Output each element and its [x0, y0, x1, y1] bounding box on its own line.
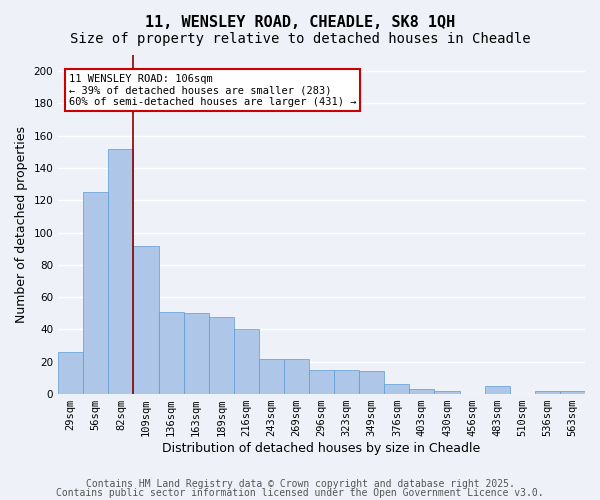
Bar [133, 246, 158, 394]
Bar [234, 330, 259, 394]
Bar [485, 386, 510, 394]
Bar [83, 192, 109, 394]
Bar [109, 148, 133, 394]
Bar [184, 314, 209, 394]
Bar [334, 370, 359, 394]
Bar [434, 391, 460, 394]
Bar [209, 316, 234, 394]
Bar [409, 389, 434, 394]
Bar [58, 352, 83, 394]
Text: 11 WENSLEY ROAD: 106sqm
← 39% of detached houses are smaller (283)
60% of semi-d: 11 WENSLEY ROAD: 106sqm ← 39% of detache… [69, 74, 356, 107]
Bar [385, 384, 409, 394]
Text: Size of property relative to detached houses in Cheadle: Size of property relative to detached ho… [70, 32, 530, 46]
Bar [359, 372, 385, 394]
Bar [158, 312, 184, 394]
Y-axis label: Number of detached properties: Number of detached properties [15, 126, 28, 323]
X-axis label: Distribution of detached houses by size in Cheadle: Distribution of detached houses by size … [163, 442, 481, 455]
Bar [284, 358, 309, 394]
Text: Contains public sector information licensed under the Open Government Licence v3: Contains public sector information licen… [56, 488, 544, 498]
Bar [535, 391, 560, 394]
Bar [560, 391, 585, 394]
Bar [259, 358, 284, 394]
Bar [309, 370, 334, 394]
Text: Contains HM Land Registry data © Crown copyright and database right 2025.: Contains HM Land Registry data © Crown c… [86, 479, 514, 489]
Text: 11, WENSLEY ROAD, CHEADLE, SK8 1QH: 11, WENSLEY ROAD, CHEADLE, SK8 1QH [145, 15, 455, 30]
